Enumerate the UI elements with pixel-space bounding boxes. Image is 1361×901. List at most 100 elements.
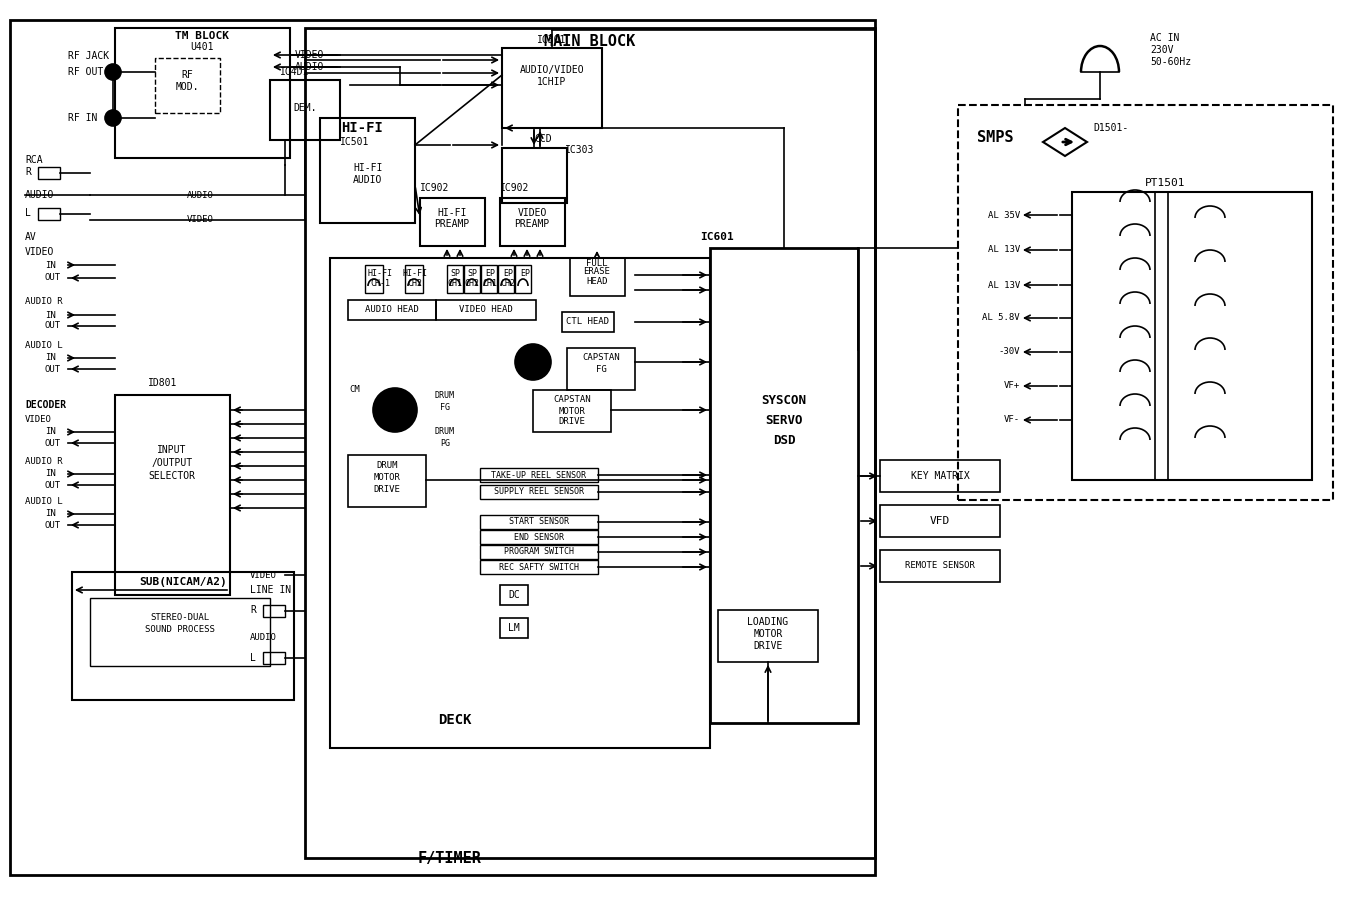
- Text: ERASE: ERASE: [584, 268, 611, 277]
- Bar: [464, 265, 480, 293]
- Text: SMPS: SMPS: [977, 131, 1013, 145]
- Text: FULL: FULL: [587, 259, 608, 268]
- Text: VIDEO: VIDEO: [517, 208, 547, 218]
- Text: IN: IN: [45, 427, 56, 436]
- Text: MAIN BLOCK: MAIN BLOCK: [544, 34, 636, 50]
- Text: IC902: IC902: [499, 183, 529, 193]
- Bar: [958, 105, 1332, 500]
- Text: RF: RF: [181, 70, 193, 80]
- Text: AUDIO: AUDIO: [186, 190, 214, 199]
- Bar: [570, 258, 625, 296]
- Text: AUDIO: AUDIO: [354, 175, 382, 185]
- Text: TM BLOCK: TM BLOCK: [176, 31, 229, 41]
- Text: MOTOR: MOTOR: [558, 406, 585, 415]
- Text: 1CHIP: 1CHIP: [538, 77, 566, 87]
- Text: VF+: VF+: [1004, 381, 1019, 390]
- Bar: [90, 598, 269, 666]
- Bar: [72, 572, 294, 700]
- Text: CAPSTAN: CAPSTAN: [583, 353, 619, 362]
- Text: HI-FI: HI-FI: [403, 269, 427, 278]
- Bar: [480, 265, 497, 293]
- Text: CM: CM: [528, 350, 539, 359]
- Text: SERVO: SERVO: [765, 414, 803, 426]
- Bar: [498, 265, 514, 293]
- Text: HI-FI: HI-FI: [354, 163, 382, 173]
- Text: OUT: OUT: [45, 365, 61, 374]
- Text: D1501-: D1501-: [1093, 123, 1128, 133]
- Text: DRUM: DRUM: [376, 460, 397, 469]
- Text: AUDIO/VIDEO: AUDIO/VIDEO: [520, 65, 584, 75]
- Text: IN: IN: [45, 469, 56, 478]
- Text: CTL HEAD: CTL HEAD: [566, 317, 610, 326]
- Text: HEAD: HEAD: [587, 278, 608, 287]
- Text: AUDIO L: AUDIO L: [24, 341, 63, 350]
- Bar: [499, 198, 565, 246]
- Text: CM: CM: [350, 386, 361, 395]
- Bar: [114, 28, 290, 158]
- Text: DC: DC: [508, 590, 520, 600]
- Text: EP: EP: [504, 269, 513, 278]
- Text: DRIVE: DRIVE: [558, 417, 585, 426]
- Bar: [514, 265, 531, 293]
- Circle shape: [373, 388, 416, 432]
- Text: IN: IN: [45, 260, 56, 269]
- Text: VIDEO: VIDEO: [24, 415, 52, 424]
- Text: AUDIO R: AUDIO R: [24, 297, 63, 306]
- Text: IC301: IC301: [538, 35, 566, 45]
- Text: HI-FI: HI-FI: [342, 121, 382, 135]
- Text: MOTOR: MOTOR: [753, 629, 783, 639]
- Text: KEY MATRIX: KEY MATRIX: [911, 471, 969, 481]
- Text: CH1: CH1: [448, 278, 463, 287]
- Bar: [480, 530, 597, 544]
- Bar: [114, 395, 230, 595]
- Text: DECODER: DECODER: [24, 400, 67, 410]
- Text: CH2: CH2: [501, 278, 516, 287]
- Text: RCA: RCA: [24, 155, 42, 165]
- Text: VIDEO: VIDEO: [250, 570, 276, 579]
- Text: OUT: OUT: [45, 274, 61, 283]
- Circle shape: [105, 64, 121, 80]
- Text: AV: AV: [24, 232, 37, 242]
- Bar: [305, 28, 875, 858]
- Bar: [155, 58, 220, 113]
- Bar: [263, 652, 284, 664]
- Bar: [38, 167, 60, 179]
- Text: AUDIO: AUDIO: [24, 190, 54, 200]
- Text: MOD.: MOD.: [176, 82, 199, 92]
- Polygon shape: [1043, 128, 1087, 156]
- Bar: [881, 505, 1000, 537]
- Text: IC601: IC601: [700, 232, 734, 242]
- Text: RF IN: RF IN: [68, 113, 98, 123]
- Text: EP: EP: [520, 269, 529, 278]
- Text: AUDIO HEAD: AUDIO HEAD: [365, 305, 419, 314]
- Text: CH-1: CH-1: [370, 278, 391, 287]
- Bar: [348, 455, 426, 507]
- Text: AL 13V: AL 13V: [988, 245, 1019, 254]
- Circle shape: [514, 344, 551, 380]
- Text: R: R: [250, 605, 256, 615]
- Bar: [499, 585, 528, 605]
- Bar: [480, 515, 597, 529]
- Text: SUB(NICAM/A2): SUB(NICAM/A2): [139, 577, 227, 587]
- Text: DRUM: DRUM: [436, 390, 455, 399]
- Text: PREAMP: PREAMP: [514, 219, 550, 229]
- Text: SELECTOR: SELECTOR: [148, 471, 196, 481]
- Text: OUT: OUT: [45, 439, 61, 448]
- Text: INPUT: INPUT: [158, 445, 186, 455]
- Bar: [534, 390, 611, 432]
- Text: LOADING: LOADING: [747, 617, 788, 627]
- Text: DSD: DSD: [773, 433, 795, 447]
- Text: HI-FI: HI-FI: [367, 269, 392, 278]
- Text: IN: IN: [45, 353, 56, 362]
- Text: AUDIO: AUDIO: [250, 633, 276, 642]
- Bar: [499, 618, 528, 638]
- Text: CH2: CH2: [464, 278, 479, 287]
- Bar: [502, 48, 602, 128]
- Text: VIDEO: VIDEO: [24, 247, 54, 257]
- Text: AUDIO: AUDIO: [295, 62, 324, 72]
- Bar: [263, 605, 284, 617]
- Bar: [10, 20, 875, 875]
- Text: AL 35V: AL 35V: [988, 211, 1019, 220]
- Text: 230V: 230V: [1150, 45, 1173, 55]
- Text: PT1501: PT1501: [1145, 178, 1185, 188]
